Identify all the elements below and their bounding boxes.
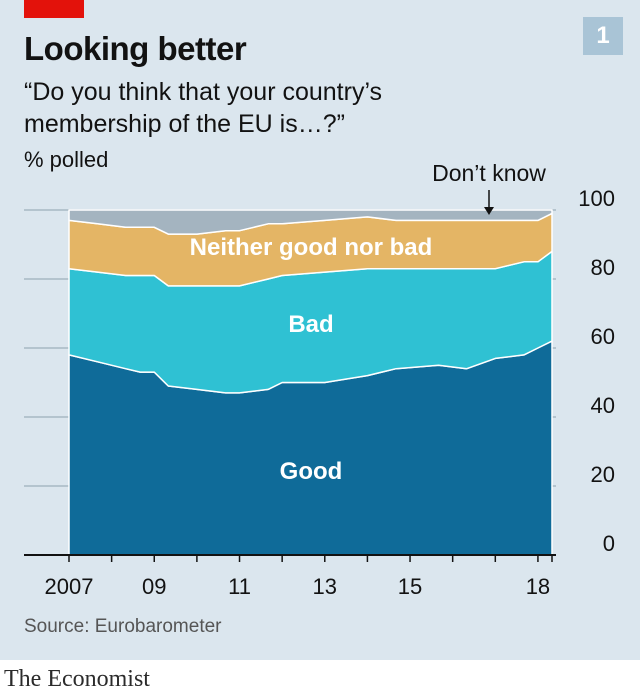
area-dont-know <box>68 209 553 235</box>
x-tick-label-2007: 2007 <box>45 574 94 599</box>
chart-labels: 0 20 40 60 80 100 2007 09 11 13 15 18 Good Bad Neither… <box>45 160 615 599</box>
y-tick-label-0: 0 <box>603 531 615 556</box>
y-tick-label-100: 100 <box>578 186 615 211</box>
chart-title: Looking better <box>24 30 247 67</box>
publisher-logo: The Economist <box>4 666 150 692</box>
x-axis <box>24 554 556 562</box>
brand-tag <box>24 0 84 18</box>
series-label-neither: Neither good nor bad <box>190 234 433 261</box>
x-tick-label-2018: 18 <box>526 574 550 599</box>
series-label-bad: Bad <box>288 311 333 338</box>
y-tick-label-60: 60 <box>591 324 615 349</box>
y-tick-label-20: 20 <box>591 462 615 487</box>
chart-number-badge: 1 <box>583 17 623 55</box>
chart-subtitle: “Do you think that your country’s member… <box>24 78 383 138</box>
y-axis-unit-label: % polled <box>24 147 109 172</box>
x-tick-label-2013: 13 <box>313 574 337 599</box>
x-tick-label-2009: 09 <box>142 574 166 599</box>
annotation-pointer-arrow <box>484 207 494 215</box>
series-label-good: Good <box>280 458 343 485</box>
y-tick-label-40: 40 <box>591 393 615 418</box>
x-tick-label-2011: 11 <box>228 574 251 599</box>
area-layers <box>68 209 553 556</box>
source-note: Source: Eurobarometer <box>24 616 222 637</box>
annotation-dont-know: Don’t know <box>432 160 546 186</box>
y-tick-label-80: 80 <box>591 255 615 280</box>
chart-panel: 1 Looking better “Do you think that your… <box>0 0 640 660</box>
x-tick-label-2015: 15 <box>398 574 422 599</box>
stacked-area-chart: 0 20 40 60 80 100 2007 09 11 13 15 18 Good Bad Neither… <box>24 160 615 599</box>
